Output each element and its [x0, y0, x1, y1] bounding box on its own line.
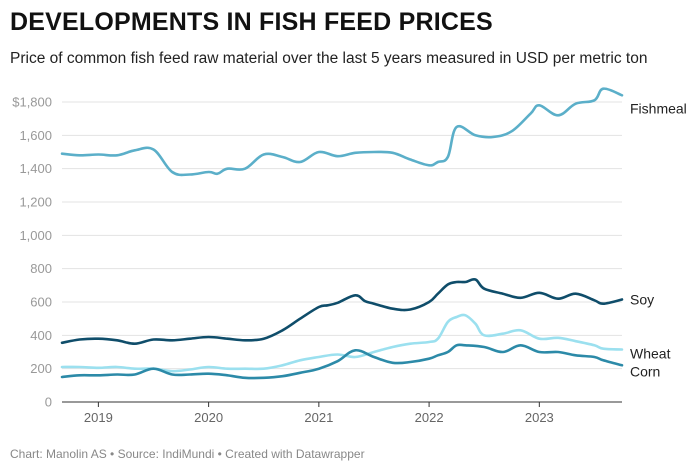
x-tick-label: 2021: [304, 410, 333, 425]
y-axis: 0 200 400 600 800 1,000 1,200 1,400 1,600 $1,800: [12, 95, 52, 410]
y-tick-label: 1,400: [19, 161, 52, 176]
series-line-wheat: [60, 313, 624, 373]
x-tick-label: 2020: [194, 410, 223, 425]
x-tick-label: 2019: [84, 410, 113, 425]
series-line-soy: [60, 277, 624, 346]
series-label-soy: Soy: [630, 292, 654, 308]
series-line-fishmeal: [60, 87, 624, 177]
chart-title: DEVELOPMENTS IN FISH FEED PRICES: [10, 8, 493, 36]
y-tick-label: 1,200: [19, 195, 52, 210]
y-tick-label: 400: [30, 328, 52, 343]
series-line-corn: [60, 343, 624, 380]
series-label-corn: Corn: [630, 363, 660, 379]
chart-subtitle: Price of common fish feed raw material o…: [10, 50, 648, 67]
series-lines: [60, 87, 624, 380]
y-tick-label: 1,000: [19, 228, 52, 243]
x-axis: 2019 2020 2021 2022 2023: [84, 402, 554, 425]
y-tick-label: 200: [30, 361, 52, 376]
y-tick-label: 600: [30, 295, 52, 310]
x-tick-label: 2023: [525, 410, 554, 425]
series-label-wheat: Wheat: [630, 346, 671, 362]
chart-footer-credit: Chart: Manolin AS • Source: IndiMundi • …: [10, 447, 365, 461]
series-label-fishmeal: Fishmeal: [630, 100, 687, 116]
gridlines: [62, 101, 622, 403]
y-tick-label: 1,600: [19, 128, 52, 143]
y-tick-label: 800: [30, 261, 52, 276]
x-tick-label: 2022: [415, 410, 444, 425]
y-tick-label: $1,800: [12, 95, 52, 110]
y-tick-label: 0: [45, 395, 52, 410]
